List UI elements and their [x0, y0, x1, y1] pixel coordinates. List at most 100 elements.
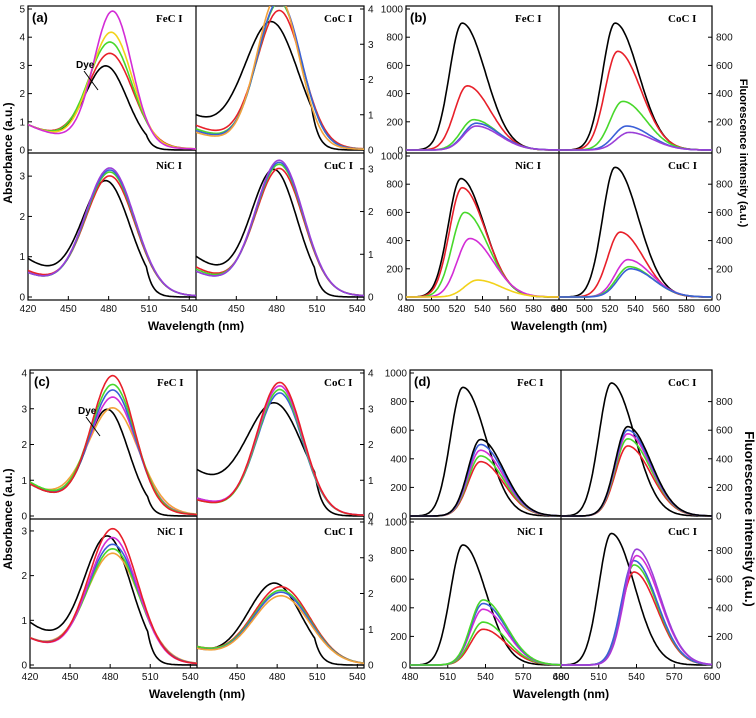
- y-tick-label: 800: [390, 397, 407, 408]
- x-tick-label: 510: [590, 672, 607, 683]
- panel-c: (c)420 450 480 510 540 450 480 510 540Wavelength…: [1, 369, 374, 702]
- x-axis-title: Wavelength (nm): [149, 687, 245, 701]
- y-tick-label: 2: [19, 89, 25, 100]
- y-tick-label: 2: [21, 440, 27, 451]
- y-axis-title: Absorbance (a.u.): [1, 102, 15, 203]
- x-tick-label: 570: [666, 672, 683, 683]
- y-tick-label: 1: [19, 117, 25, 128]
- y-tick-label: 800: [386, 33, 403, 44]
- y-tick-label: 4: [368, 5, 374, 16]
- y-tick-label: 1: [368, 625, 374, 636]
- x-tick-label: 600: [704, 304, 721, 315]
- x-tick-label: 510: [439, 672, 456, 683]
- y-axis-title-right: Fluorescence intensity (a.u.): [737, 79, 749, 228]
- x-tick-label: 500: [576, 304, 593, 315]
- y-tick-label: 0: [716, 293, 722, 304]
- x-tick-label: 450: [229, 672, 246, 683]
- y-tick-label: 600: [390, 426, 407, 437]
- y-tick-label: 2: [368, 75, 374, 86]
- x-tick-label: 480: [553, 672, 570, 683]
- y-tick-label: 3: [368, 164, 374, 175]
- series-line-1: [30, 406, 197, 515]
- x-tick-label: 520: [449, 304, 466, 315]
- y-tick-label: 400: [386, 89, 403, 100]
- x-tick-label: 540: [477, 672, 494, 683]
- y-tick-label: 3: [21, 526, 27, 537]
- y-tick-label: 200: [716, 264, 733, 275]
- y-tick-label: 800: [716, 180, 733, 191]
- y-tick-label: 3: [368, 553, 374, 564]
- series-line-2: [197, 388, 364, 516]
- y-tick-label: 4: [19, 33, 25, 44]
- y-tick-label: 0: [397, 146, 403, 157]
- y-tick-label: 400: [386, 236, 403, 247]
- x-tick-label: 540: [628, 672, 645, 683]
- x-tick-label: 420: [22, 672, 39, 683]
- series-line-4: [406, 279, 559, 298]
- y-tick-label: 800: [716, 546, 733, 557]
- series-line-dye: [196, 168, 364, 298]
- y-tick-label: 400: [390, 454, 407, 465]
- y-tick-label: 400: [716, 236, 733, 247]
- subplot-label: NiC I: [156, 160, 182, 172]
- x-tick-label: 540: [349, 304, 366, 315]
- y-axis-title: Absorbance (a.u.): [1, 468, 15, 569]
- y-axis-title-right: Fluorescence intensity (a.u.): [742, 431, 756, 607]
- y-tick-label: 800: [716, 397, 733, 408]
- x-tick-label: 480: [551, 304, 568, 315]
- series-line-1: [30, 552, 197, 664]
- y-tick-label: 0: [19, 293, 25, 304]
- subplot-label: CuC I: [324, 526, 353, 538]
- x-tick-label: 480: [398, 304, 415, 315]
- y-tick-label: 5: [19, 5, 25, 16]
- series-line-3: [410, 608, 561, 666]
- y-tick-label: 0: [716, 661, 722, 672]
- x-tick-label: 600: [704, 672, 721, 683]
- series-line-dye: [406, 22, 559, 151]
- series-line-dye: [561, 532, 712, 666]
- y-tick-label: 400: [716, 603, 733, 614]
- y-tick-label: 0: [19, 146, 25, 157]
- y-tick-label: 0: [21, 661, 27, 672]
- x-tick-label: 540: [182, 672, 199, 683]
- panel-a: (a)420 450 480 510 540 450 480 510 540Wavelength…: [1, 5, 374, 334]
- series-line-2: [559, 100, 712, 151]
- series-line-1: [561, 571, 712, 666]
- x-tick-label: 580: [525, 304, 542, 315]
- y-tick-label: 1000: [381, 5, 404, 16]
- y-tick-label: 600: [386, 208, 403, 219]
- y-tick-label: 1: [368, 476, 374, 487]
- x-tick-label: 560: [653, 304, 670, 315]
- series-line-1: [28, 52, 196, 150]
- series-line-4: [410, 602, 561, 666]
- subplot-label: NiC I: [517, 526, 543, 538]
- subplot-label: CuC I: [324, 160, 353, 172]
- y-tick-label: 1000: [385, 518, 408, 529]
- series-line-2: [197, 589, 364, 664]
- series-line-3: [197, 591, 364, 665]
- series-line-1: [197, 585, 364, 664]
- y-tick-label: 0: [368, 512, 374, 523]
- series-line-2: [196, 163, 364, 297]
- series-line-2: [406, 211, 559, 298]
- subplot-label: NiC I: [157, 526, 183, 538]
- series-line-5: [561, 425, 712, 517]
- series-line-dye: [197, 582, 364, 666]
- series-line-dye: [559, 166, 712, 298]
- subplot-label: CoC I: [668, 377, 696, 389]
- series-line-5: [30, 527, 197, 665]
- y-tick-label: 600: [716, 575, 733, 586]
- y-tick-label: 800: [390, 546, 407, 557]
- x-tick-label: 480: [402, 672, 419, 683]
- x-axis-title: Wavelength (nm): [513, 687, 609, 701]
- y-tick-label: 1: [19, 252, 25, 263]
- series-line-2: [30, 547, 197, 665]
- series-line-4: [196, 6, 364, 150]
- y-tick-label: 1: [21, 476, 27, 487]
- y-tick-label: 0: [368, 661, 374, 672]
- y-tick-label: 2: [19, 212, 25, 223]
- subplot-label: NiC I: [515, 160, 541, 172]
- series-line-3: [561, 559, 712, 666]
